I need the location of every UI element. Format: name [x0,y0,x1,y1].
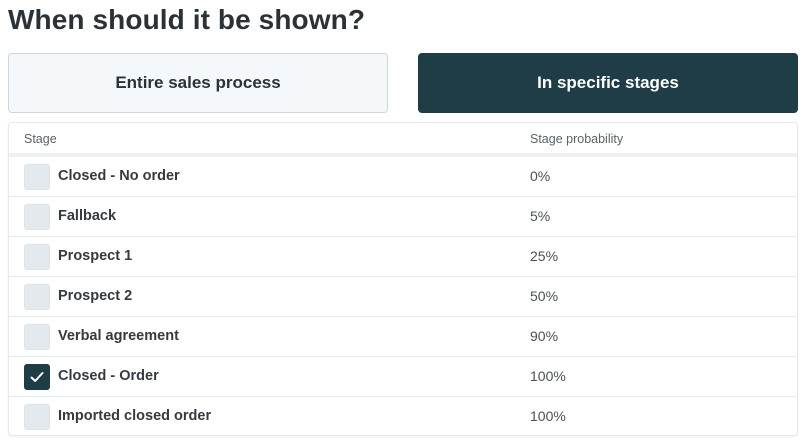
checkmark-icon [30,372,44,382]
stage-name: Verbal agreement [58,328,179,344]
stage-probability: 0% [530,168,551,184]
table-row[interactable]: Prospect 2 50% [9,277,797,317]
table-row[interactable]: Imported closed order 100% [9,397,797,435]
stage-name: Prospect 2 [58,288,133,304]
table-row[interactable]: Closed - Order 100% [9,357,797,397]
stage-name: Imported closed order [58,408,212,424]
stage-checkbox[interactable] [24,204,50,230]
stage-checkbox[interactable] [24,284,50,310]
stage-checkbox[interactable] [24,324,50,350]
stage-probability: 100% [530,368,566,384]
stage-probability: 5% [530,208,551,224]
table-row[interactable]: Prospect 1 25% [9,237,797,277]
stage-name: Prospect 1 [58,248,133,264]
table-header: Stage Stage probability [9,123,797,157]
stage-probability: 50% [530,288,559,304]
stage-name: Fallback [58,208,117,224]
stage-checkbox[interactable] [24,404,50,430]
probability-column-header: Stage probability [530,132,624,146]
table-row[interactable]: Fallback 5% [9,197,797,237]
entire-sales-process-button[interactable]: Entire sales process [8,53,388,113]
table-row[interactable]: Closed - No order 0% [9,157,797,197]
stage-name: Closed - No order [58,168,180,184]
stage-probability: 100% [530,408,566,424]
section-heading: When should it be shown? [8,4,366,35]
stages-table: Stage Stage probability Closed - No orde… [8,122,798,436]
specific-stages-button[interactable]: In specific stages [418,53,798,113]
stage-checkbox[interactable] [24,164,50,190]
stage-checkbox[interactable] [24,244,50,270]
table-row[interactable]: Verbal agreement 90% [9,317,797,357]
stage-probability: 90% [530,328,559,344]
stage-column-header: Stage [24,132,57,146]
stage-name: Closed - Order [58,368,159,384]
stage-checkbox[interactable] [24,364,50,390]
stage-probability: 25% [530,248,559,264]
